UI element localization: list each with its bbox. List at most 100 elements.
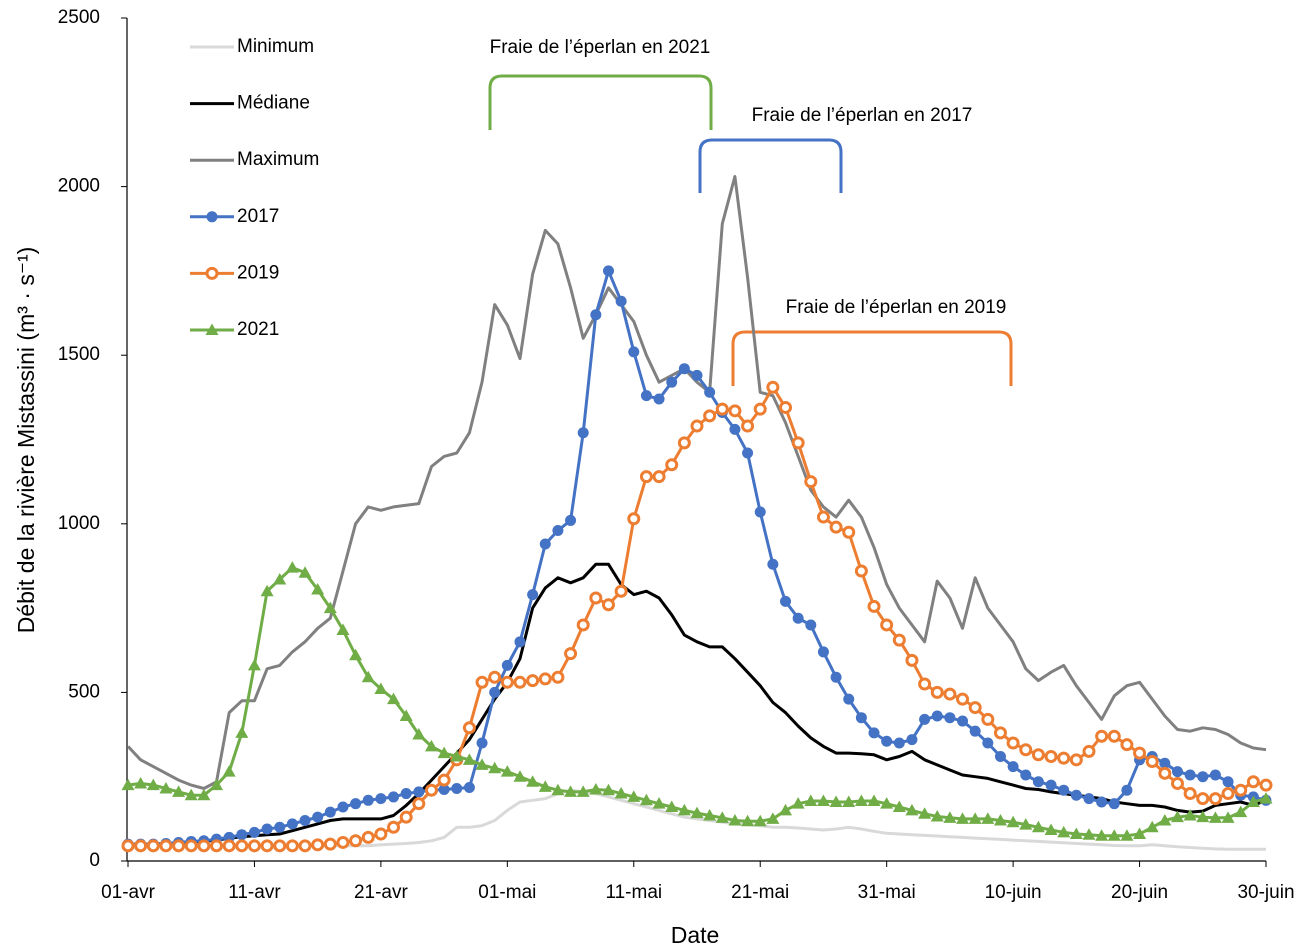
data-point: [184, 839, 198, 853]
data-point: [817, 646, 829, 658]
data-point: [703, 808, 717, 821]
data-point: [842, 525, 856, 539]
data-point: [311, 583, 325, 595]
data-point: [526, 674, 540, 688]
x-tick-label: 21-avr: [354, 882, 409, 903]
series-line: [128, 269, 1267, 846]
data-point: [172, 839, 186, 853]
data-point: [1044, 823, 1058, 835]
legend-label: 2021: [237, 319, 279, 340]
data-point: [387, 692, 401, 705]
data-point: [829, 795, 843, 807]
y-tick-label: 1500: [58, 344, 100, 365]
data-point: [653, 393, 665, 405]
data-point: [437, 746, 451, 759]
data-point: [816, 510, 830, 524]
data-point: [804, 475, 818, 489]
data-point: [1234, 783, 1248, 797]
data-point: [855, 712, 867, 724]
data-point: [792, 612, 804, 624]
data-point: [1208, 792, 1222, 806]
annotation: Fraie de l’éperlan en 2021: [490, 37, 711, 58]
data-point: [854, 794, 868, 806]
data-point: [652, 797, 666, 809]
data-point: [323, 601, 337, 614]
data-point: [665, 458, 679, 472]
data-point: [1006, 736, 1020, 750]
x-axis-title: Date: [671, 922, 720, 948]
data-point: [780, 595, 792, 607]
data-point: [918, 807, 932, 819]
data-point: [1133, 746, 1147, 760]
data-point: [362, 794, 374, 806]
data-point: [1096, 796, 1108, 808]
spawning-bracket: [488, 74, 713, 130]
data-point: [766, 812, 780, 824]
data-point: [451, 783, 463, 795]
data-point: [956, 692, 970, 706]
data-point: [1221, 811, 1235, 823]
data-point: [981, 712, 995, 726]
data-point: [551, 670, 565, 684]
data-point: [501, 659, 513, 671]
x-tick-label: 30-juin: [1237, 882, 1294, 903]
data-point: [375, 793, 387, 805]
data-point: [564, 785, 578, 797]
data-point: [957, 715, 969, 727]
data-point: [1196, 792, 1210, 806]
data-point: [628, 346, 640, 358]
y-tick-label: 1000: [58, 513, 100, 534]
data-point: [892, 633, 906, 647]
data-point: [1246, 795, 1260, 807]
data-point: [1197, 771, 1209, 783]
data-point: [767, 558, 779, 570]
data-point: [1082, 828, 1096, 840]
data-point: [565, 514, 577, 526]
data-point: [488, 761, 502, 774]
data-point: [830, 671, 842, 683]
data-point: [994, 750, 1006, 762]
data-point: [652, 470, 666, 484]
data-point: [576, 785, 590, 797]
data-point: [388, 791, 400, 803]
data-point: [829, 520, 843, 534]
data-point: [349, 648, 363, 661]
data-point: [134, 776, 148, 789]
data-point: [298, 839, 312, 853]
data-point: [614, 787, 628, 799]
data-point: [892, 800, 906, 813]
data-point: [981, 812, 995, 824]
data-point: [854, 564, 868, 578]
data-point: [299, 815, 311, 827]
data-point: [969, 725, 981, 737]
data-point: [500, 675, 514, 689]
data-point: [146, 778, 160, 791]
data-point: [615, 295, 627, 307]
data-point: [424, 783, 438, 797]
data-point: [551, 783, 565, 796]
data-point: [1259, 792, 1273, 804]
data-point: [399, 709, 413, 722]
data-point: [1095, 829, 1109, 841]
data-point: [336, 835, 350, 849]
data-point: [273, 839, 287, 853]
data-point: [1246, 775, 1260, 789]
data-point: [627, 790, 641, 802]
data-point: [539, 538, 551, 550]
data-point: [298, 566, 312, 578]
legend-marker: [205, 323, 219, 335]
data-point: [691, 369, 703, 381]
data-point: [728, 404, 742, 418]
data-point: [1019, 743, 1033, 757]
data-point: [805, 619, 817, 631]
data-point: [1108, 798, 1120, 810]
data-point: [715, 402, 729, 416]
data-point: [564, 647, 578, 661]
data-point: [197, 788, 211, 801]
data-point: [1133, 827, 1147, 840]
data-point: [260, 839, 274, 853]
data-point: [1158, 766, 1172, 780]
data-point: [1069, 827, 1083, 840]
data-point: [576, 618, 590, 632]
data-point: [590, 309, 602, 321]
